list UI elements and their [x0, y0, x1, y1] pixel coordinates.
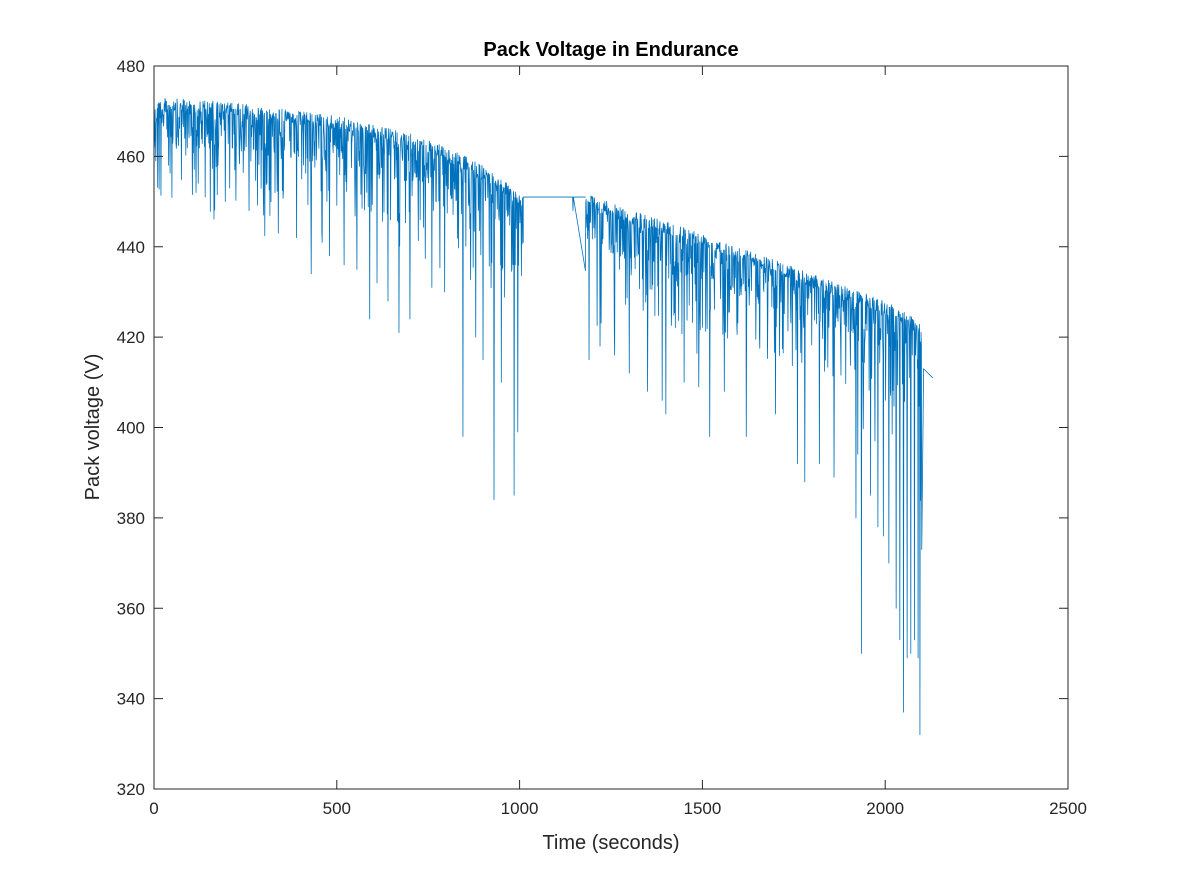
x-tick-label: 0 — [149, 799, 158, 818]
y-tick-label: 420 — [117, 328, 145, 347]
chart-title: Pack Voltage in Endurance — [483, 39, 738, 61]
y-tick-label: 460 — [117, 147, 145, 166]
series-line-pack-voltage — [153, 98, 934, 736]
plot-area — [153, 98, 934, 736]
y-axis: 320 340 360 380 400 420 440 460 480 — [117, 57, 1068, 799]
x-tick-label: 500 — [323, 799, 351, 818]
y-tick-label: 440 — [117, 238, 145, 257]
x-tick-label: 2500 — [1049, 799, 1087, 818]
x-axis: 0 500 1000 1500 2000 2500 — [149, 66, 1087, 818]
y-tick-label: 320 — [117, 780, 145, 799]
x-axis-label: Time (seconds) — [542, 832, 679, 854]
x-tick-label: 1000 — [501, 799, 539, 818]
y-tick-label: 360 — [117, 599, 145, 618]
y-tick-label: 400 — [117, 419, 145, 438]
y-tick-label: 480 — [117, 57, 145, 76]
x-tick-label: 2000 — [866, 799, 904, 818]
x-tick-label: 1500 — [683, 799, 721, 818]
y-tick-label: 340 — [117, 690, 145, 709]
y-axis-label: Pack voltage (V) — [82, 354, 104, 501]
y-tick-label: 380 — [117, 509, 145, 528]
